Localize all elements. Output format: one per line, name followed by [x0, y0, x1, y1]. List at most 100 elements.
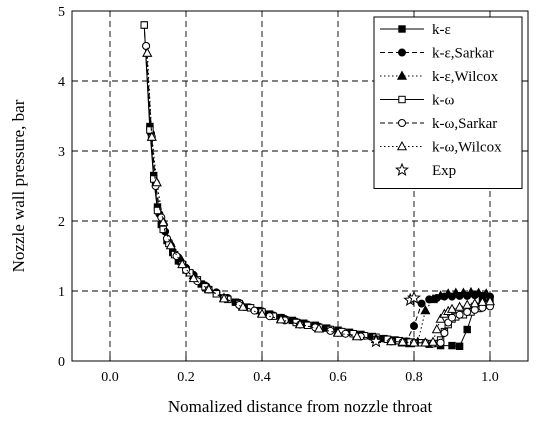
legend-label: k-ω,Wilcox: [432, 140, 502, 156]
data-point: [163, 234, 171, 243]
data-point: [477, 296, 488, 306]
data-point: [146, 126, 154, 134]
x-tick-label: 1.0: [481, 370, 499, 385]
data-point: [313, 323, 325, 333]
legend-marker: [398, 48, 406, 57]
legend-entry: k-ε,Sarkar: [380, 46, 494, 62]
data-point: [408, 337, 420, 347]
data-point: [410, 322, 418, 330]
data-point: [212, 290, 221, 298]
data-point: [397, 336, 408, 346]
data-point: [406, 290, 422, 304]
legend-entry: k-ε: [380, 22, 451, 38]
legend-label: k-ω,Sarkar: [432, 116, 497, 132]
data-point: [435, 290, 446, 300]
data-point: [436, 338, 445, 347]
series-6: [368, 290, 422, 348]
legend-entry: Exp: [394, 162, 456, 179]
legend-marker: [396, 140, 408, 151]
data-point: [351, 330, 363, 341]
data-point: [146, 131, 157, 141]
data-point: [420, 305, 431, 315]
plot-frame: [71, 10, 529, 362]
y-tick-label: 1: [58, 285, 65, 300]
data-point: [368, 334, 384, 348]
data-point: [237, 301, 249, 311]
legend-entry: k-ω: [380, 93, 454, 109]
data-point: [446, 303, 458, 313]
data-point: [332, 327, 344, 337]
data-point: [188, 272, 199, 283]
legend-entry: k-ω,Wilcox: [380, 140, 502, 156]
data-point: [458, 287, 469, 297]
data-point: [420, 337, 431, 347]
data-point: [455, 310, 464, 319]
legend-label: k-ω: [432, 93, 454, 109]
series-layer: [140, 21, 496, 351]
data-point: [443, 288, 454, 298]
data-point: [159, 225, 167, 234]
data-point: [448, 313, 456, 322]
data-point: [463, 325, 471, 334]
data-point: [450, 287, 461, 297]
data-point: [140, 21, 148, 29]
data-point: [142, 42, 151, 50]
data-point: [435, 313, 446, 323]
data-point: [341, 329, 350, 338]
axis-ticks: 0.0 0.2 0.4 0.6 0.8 1.0 0 1 2 3 4 5: [58, 5, 499, 385]
data-point: [250, 306, 259, 315]
x-tick-label: 0.4: [253, 370, 271, 385]
legend-label: k-ε,Sarkar: [432, 46, 494, 62]
data-point: [440, 329, 449, 337]
data-point: [462, 299, 473, 309]
legend: k-ε k-ε,Sarkar k-ε,Wilcox k-ω k-ω,Sarkar k-ω,…: [373, 16, 523, 189]
legend-entry: k-ω,Sarkar: [380, 116, 497, 132]
data-point: [177, 258, 188, 269]
data-point: [454, 301, 465, 311]
legend-marker: [398, 95, 406, 104]
data-point: [484, 295, 496, 306]
x-axis-title: Nomalized distance from nozzle throat: [168, 397, 433, 416]
data-point: [386, 335, 397, 346]
legend-marker: [398, 25, 406, 33]
data-point: [448, 341, 456, 350]
legend-label: Exp: [432, 163, 456, 179]
data-point: [294, 319, 306, 329]
data-point: [427, 336, 439, 346]
y-tick-label: 4: [58, 75, 65, 90]
data-point: [326, 326, 335, 335]
data-point: [203, 284, 214, 294]
y-tick-label: 3: [58, 145, 65, 160]
data-point: [218, 293, 230, 303]
data-point: [465, 286, 477, 297]
legend-label: k-ε: [432, 22, 451, 38]
data-point: [142, 47, 153, 57]
data-point: [153, 206, 162, 215]
data-point: [151, 176, 162, 187]
series-5: [142, 47, 496, 347]
y-axis-title: Nozzle wall pressure, bar: [9, 99, 28, 272]
y-tick-label: 0: [58, 355, 65, 370]
y-tick-label: 2: [58, 215, 65, 230]
legend-label: k-ε,Wilcox: [432, 69, 499, 85]
data-point: [469, 298, 480, 308]
x-tick-label: 0.0: [101, 370, 119, 385]
legend-entry: k-ε,Wilcox: [380, 69, 499, 85]
y-tick-label: 5: [58, 5, 65, 20]
x-tick-label: 0.2: [177, 370, 195, 385]
data-point: [473, 287, 484, 297]
data-point: [165, 239, 176, 250]
legend-marker: [396, 70, 408, 80]
data-point: [427, 293, 439, 304]
x-tick-label: 0.8: [405, 370, 423, 385]
data-point: [431, 323, 442, 334]
legend-marker: [398, 119, 406, 127]
x-tick-label: 0.6: [329, 370, 347, 385]
legend-marker: [394, 162, 410, 176]
data-point: [470, 305, 479, 314]
data-point: [256, 308, 268, 318]
data-point: [455, 342, 464, 351]
data-point: [463, 308, 472, 316]
data-point: [275, 314, 287, 324]
